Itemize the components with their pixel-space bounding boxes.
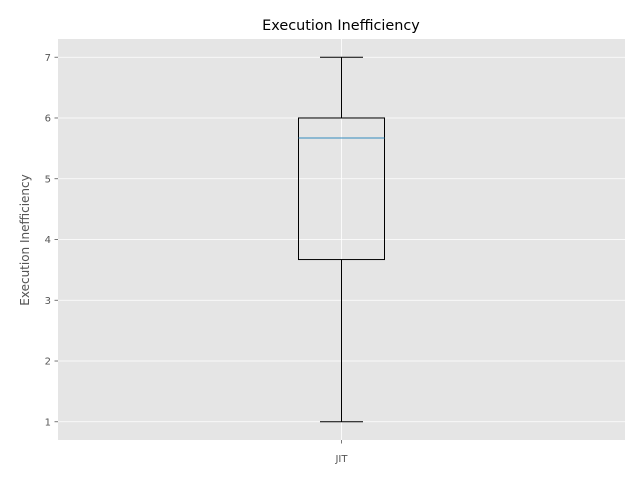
- x-axis-ticks: JIT: [334, 440, 348, 465]
- y-tick-label: 7: [45, 53, 51, 64]
- y-axis-label: Execution Inefficiency: [18, 174, 32, 305]
- boxes: [298, 56, 385, 423]
- y-tick-label: 1: [45, 417, 51, 428]
- y-tick-label: 2: [45, 357, 51, 368]
- y-tick-label: 3: [45, 296, 51, 307]
- chart-title: Execution Inefficiency: [262, 18, 420, 34]
- y-axis-ticks: 1 2 3 4 5 6 7: [45, 53, 58, 428]
- iqr-box: [298, 117, 385, 261]
- x-tick-label: JIT: [334, 454, 348, 465]
- y-tick-label: 4: [45, 235, 51, 246]
- y-tick-label: 5: [45, 174, 51, 185]
- y-tick-label: 6: [45, 114, 51, 125]
